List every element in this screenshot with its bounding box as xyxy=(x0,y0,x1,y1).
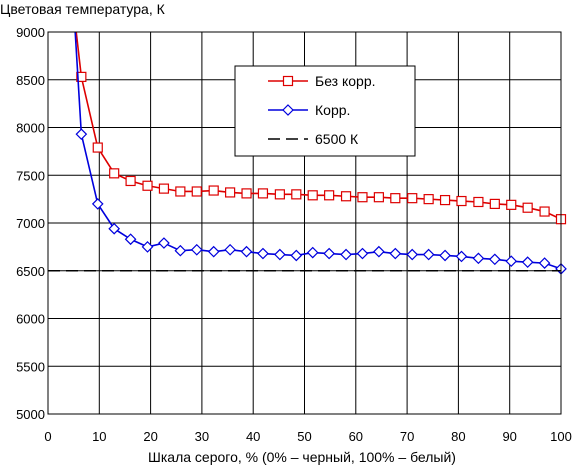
square-marker xyxy=(92,142,103,153)
square-marker xyxy=(340,191,352,202)
y-tick-label: 7500 xyxy=(16,168,45,183)
diamond-marker xyxy=(422,248,435,261)
square-marker xyxy=(522,202,533,213)
diamond-marker xyxy=(190,243,203,256)
diamond-marker xyxy=(91,198,104,210)
y-tick-label: 5000 xyxy=(16,407,45,422)
square-marker xyxy=(191,186,202,197)
x-tick-label: 80 xyxy=(451,429,465,444)
diamond-marker xyxy=(373,245,385,258)
plot-border xyxy=(47,31,562,415)
series-markers-0 xyxy=(76,71,567,225)
series-markers-1 xyxy=(75,128,567,275)
diamond-marker xyxy=(306,246,319,259)
square-marker xyxy=(274,189,285,200)
square-marker xyxy=(175,186,186,197)
square-marker xyxy=(373,192,384,203)
grid xyxy=(47,31,562,415)
x-tick-label: 90 xyxy=(502,429,516,444)
square-marker xyxy=(324,190,335,201)
square-marker xyxy=(257,188,269,199)
x-tick-label: 40 xyxy=(246,429,260,444)
diamond-marker xyxy=(538,257,551,269)
diamond-marker xyxy=(290,249,303,262)
diamond-marker xyxy=(521,256,534,269)
square-marker xyxy=(142,180,153,191)
square-marker xyxy=(158,183,170,194)
series-layer xyxy=(48,32,567,275)
x-tick-label: 20 xyxy=(143,429,157,444)
x-tick-label: 30 xyxy=(195,429,209,444)
diamond-marker xyxy=(406,248,419,261)
square-marker xyxy=(125,175,136,187)
square-marker xyxy=(423,194,434,205)
diamond-marker xyxy=(340,248,352,261)
legend-label: Без корр. xyxy=(315,73,376,89)
diamond-marker xyxy=(158,237,170,249)
square-marker xyxy=(291,189,302,200)
chart-title: Цветовая температура, К xyxy=(0,1,166,17)
diamond-marker xyxy=(224,243,236,256)
diamond-marker xyxy=(141,241,154,253)
y-tick-label: 6000 xyxy=(16,312,45,327)
y-tick-label: 8500 xyxy=(16,73,45,88)
diamond-marker xyxy=(323,247,335,260)
x-axis-label: Шкала серого, % (0% – черный, 100% – бел… xyxy=(148,449,456,465)
x-tick-label: 60 xyxy=(349,429,363,444)
square-marker xyxy=(208,185,219,196)
y-tick-label: 9000 xyxy=(16,25,45,40)
y-tick-label: 8000 xyxy=(16,121,45,136)
square-marker xyxy=(307,190,318,201)
square-marker xyxy=(357,192,368,203)
legend-square-marker xyxy=(282,75,294,87)
square-marker xyxy=(109,168,120,179)
x-axis-ticks: 0 10 20 30 40 50 60 70 80 90 100 xyxy=(44,429,571,444)
y-tick-label: 6500 xyxy=(16,264,45,279)
diamond-marker xyxy=(389,247,402,260)
y-axis-ticks: 5000 5500 6000 6500 7000 7500 8000 8500 9000 xyxy=(16,25,45,422)
diamond-marker xyxy=(174,244,187,257)
diamond-marker xyxy=(207,245,220,258)
x-tick-label: 70 xyxy=(400,429,414,444)
x-tick-label: 10 xyxy=(92,429,106,444)
x-tick-label: 0 xyxy=(44,429,51,444)
diamond-marker xyxy=(455,250,468,263)
legend-box xyxy=(234,65,416,157)
legend-diamond-marker xyxy=(282,104,294,116)
diamond-marker xyxy=(75,128,88,141)
diamond-marker xyxy=(505,255,518,268)
legend-label: 6500 К xyxy=(315,131,359,147)
x-tick-label: 50 xyxy=(297,429,311,444)
square-marker xyxy=(456,195,467,207)
legend: Без корр. Корр. 6500 К xyxy=(234,65,416,157)
square-marker xyxy=(506,199,517,210)
diamond-marker xyxy=(488,253,501,266)
square-marker xyxy=(241,188,252,199)
diamond-marker xyxy=(274,248,286,261)
square-marker xyxy=(76,71,87,82)
y-tick-label: 7000 xyxy=(16,216,45,231)
square-marker xyxy=(473,196,484,208)
diamond-marker xyxy=(108,222,121,235)
diamond-marker xyxy=(124,233,137,246)
y-tick-label: 5500 xyxy=(16,359,45,374)
square-marker xyxy=(225,187,236,198)
diamond-marker xyxy=(439,249,451,262)
diamond-marker xyxy=(240,245,253,258)
legend-label: Корр. xyxy=(315,102,350,118)
diamond-marker xyxy=(356,247,369,260)
square-marker xyxy=(489,198,500,209)
x-tick-label: 100 xyxy=(550,429,572,444)
square-marker xyxy=(439,194,451,206)
diamond-marker xyxy=(472,252,485,265)
square-marker xyxy=(539,206,550,217)
diamond-marker xyxy=(257,247,269,260)
square-marker xyxy=(390,193,401,204)
square-marker xyxy=(407,193,418,204)
